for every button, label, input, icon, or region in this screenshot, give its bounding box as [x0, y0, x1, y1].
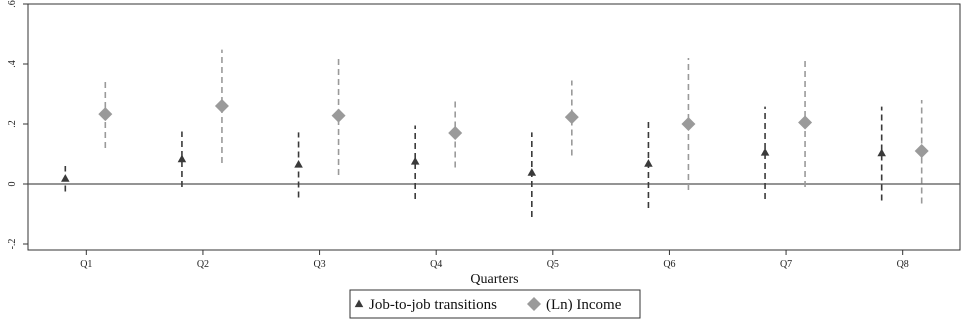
x-tick-label: Q3	[313, 259, 325, 270]
legend-label-job-to-job: Job-to-job transitions	[369, 297, 497, 313]
diamond-marker	[798, 115, 813, 130]
diamond-marker	[527, 297, 541, 311]
diamond-marker	[914, 144, 929, 158]
triangle-marker	[410, 157, 420, 165]
legend-label-income: (Ln) Income	[546, 297, 622, 313]
legend: Job-to-job transitions (Ln) Income	[349, 289, 641, 319]
x-tick-label: Q2	[197, 259, 209, 270]
triangle-marker	[294, 160, 303, 168]
x-tick-label: Q8	[897, 259, 909, 270]
y-tick-label: 0	[7, 182, 18, 187]
data-markers	[61, 99, 929, 182]
x-tick-label: Q6	[663, 259, 675, 270]
diamond-marker	[681, 117, 696, 131]
plot-frame	[27, 3, 961, 251]
x-tick-label: Q7	[780, 259, 792, 270]
y-tick-label: .4	[7, 60, 18, 68]
x-axis: Q1 Q2 Q3 Q4 Q5 Q6 Q7 Q8	[80, 250, 909, 270]
triangle-marker	[760, 148, 770, 156]
plot-area	[27, 3, 961, 251]
x-tick-label: Q5	[547, 259, 559, 270]
triangle-marker	[354, 299, 364, 308]
y-tick-label: -.2	[7, 239, 18, 250]
x-axis-title: Quarters	[470, 272, 518, 287]
triangle-marker	[644, 159, 653, 167]
diamond-marker	[564, 110, 579, 125]
x-tick-label: Q4	[430, 259, 442, 270]
confidence-intervals	[64, 49, 923, 217]
diamond-marker	[98, 107, 113, 122]
triangle-marker	[527, 168, 537, 176]
y-axis: -.2 0 .2 .4 .6	[7, 0, 28, 249]
y-tick-label: .2	[7, 120, 18, 128]
legend-box	[349, 289, 641, 319]
triangle-marker	[177, 154, 187, 163]
x-tick-label: Q1	[80, 259, 92, 270]
diamond-marker	[448, 126, 463, 140]
diamond-marker	[331, 108, 346, 123]
triangle-marker	[877, 148, 886, 157]
diamond-marker	[214, 99, 229, 113]
triangle-marker	[61, 174, 70, 182]
y-tick-label: .6	[7, 0, 18, 8]
